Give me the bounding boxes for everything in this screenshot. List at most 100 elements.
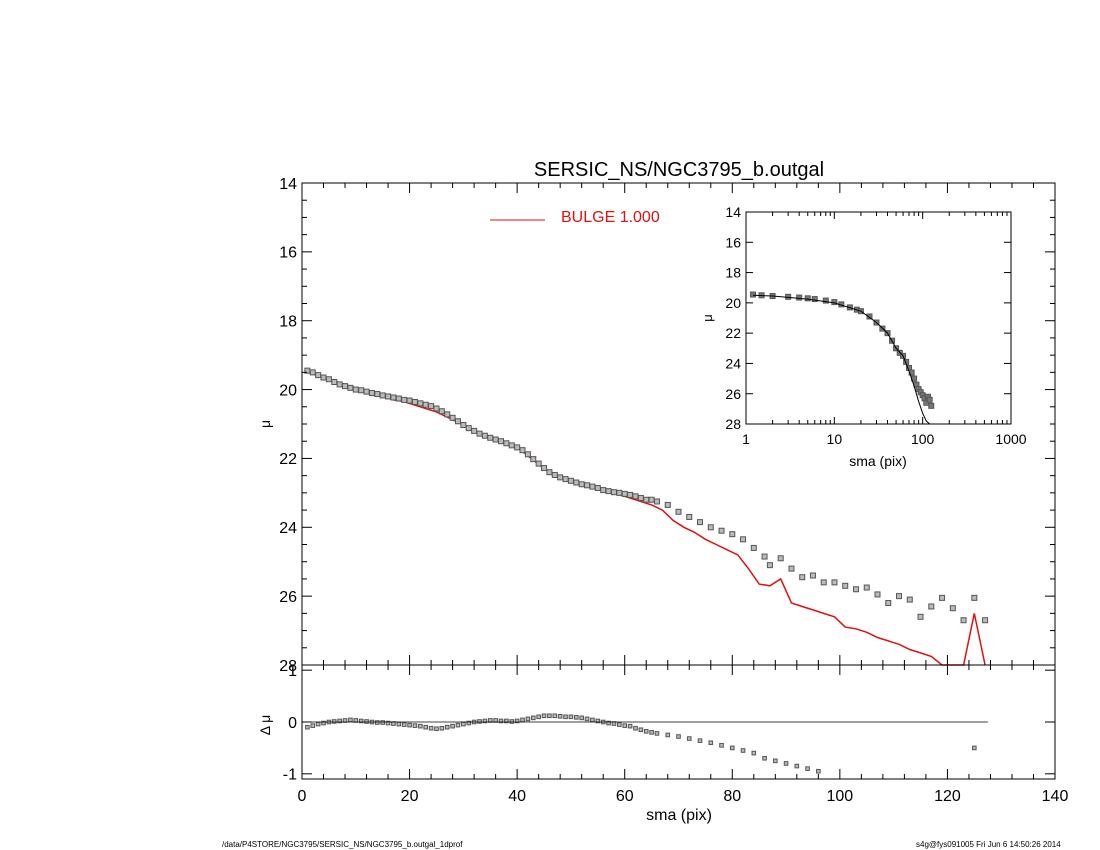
main-data-point [498, 438, 505, 445]
residual-data-point [783, 761, 789, 766]
residual-plot-ticks: 0 20 40 60 80 100 120 140-101 [283, 663, 1069, 805]
residual-data-point [509, 719, 515, 724]
main-data-point [487, 434, 494, 441]
residual-x-tick-label: 0 [298, 788, 307, 805]
inset-y-axis-label: μ [700, 314, 715, 322]
footer-timestamp: s4g@fys091005 Fri Jun 6 14:50:26 2014 [916, 840, 1061, 849]
residual-data-point [805, 766, 810, 771]
main-data-point [971, 594, 978, 601]
residual-data-point [482, 718, 488, 724]
residual-y-axis-label: Δ μ [257, 715, 273, 736]
main-data-point [535, 460, 542, 467]
main-data-point [508, 442, 515, 449]
residual-data-point [697, 738, 703, 743]
residual-data-point [498, 718, 504, 724]
main-data-point [621, 490, 628, 497]
residual-data-point [638, 727, 644, 733]
residual-data-point [530, 715, 536, 721]
main-y-tick-label: 14 [279, 176, 297, 193]
main-data-point [578, 481, 585, 488]
main-data-point [852, 586, 859, 593]
main-data-point [546, 469, 553, 476]
main-data-point [718, 527, 725, 534]
main-data-point [939, 594, 946, 601]
residual-data-point [310, 723, 316, 728]
inset-x-tick-label: 1 [742, 431, 750, 447]
residual-data-point [816, 768, 821, 774]
residual-data-point [740, 748, 746, 753]
residual-plot-data [305, 713, 988, 774]
inset-y-tick-label: 20 [725, 295, 741, 311]
main-data-point [799, 574, 806, 581]
main-data-point [627, 491, 634, 498]
main-data-point [438, 408, 445, 415]
inset-data-point [866, 313, 873, 320]
residual-y-tick-label: 0 [288, 715, 297, 732]
main-data-point [863, 584, 870, 591]
main-data-point [589, 483, 596, 490]
main-data-point [594, 485, 601, 492]
main-data-point [374, 391, 381, 398]
inset-series-line [752, 294, 931, 425]
main-plot: 14 16 18 20 22 24 26 28 μ BULGE 1.000 [257, 176, 1056, 675]
residual-data-point [633, 725, 638, 731]
main-data-point [347, 384, 354, 391]
residual-x-tick-label: 60 [616, 788, 634, 805]
residual-data-point [477, 719, 482, 724]
residual-x-tick-label: 40 [508, 788, 526, 805]
main-data-point [896, 593, 903, 600]
residual-data-point [315, 721, 321, 727]
residual-data-point [557, 714, 563, 719]
main-data-point [331, 378, 338, 385]
residual-data-point [428, 725, 434, 731]
main-data-point [471, 427, 478, 434]
residual-data-point [466, 720, 472, 726]
residual-data-point [434, 726, 439, 732]
main-data-point [433, 405, 440, 412]
main-data-point [653, 498, 660, 505]
inset-data-point [749, 291, 756, 298]
main-data-point [503, 440, 510, 447]
inset-x-tick-label: 1000 [995, 431, 1026, 447]
main-y-tick-label: 22 [279, 451, 297, 468]
residual-data-point [358, 718, 364, 724]
residual-data-point [401, 722, 407, 727]
main-y-tick-label: 28 [279, 658, 297, 675]
residual-data-point [444, 724, 450, 730]
residual-data-point [676, 734, 681, 739]
residual-data-point [504, 718, 509, 724]
residual-data-point [584, 716, 590, 722]
main-plot-ticks: 14 16 18 20 22 24 26 28 [279, 176, 1056, 675]
residual-x-tick-label: 140 [1042, 788, 1069, 805]
residual-data-point [708, 740, 714, 746]
residual-data-point [574, 715, 579, 720]
residual-x-tick-label: 100 [827, 788, 854, 805]
main-data-point [605, 488, 612, 495]
residual-data-point [547, 713, 552, 719]
residual-x-tick-label: 80 [723, 788, 741, 805]
residual-data-point [972, 745, 977, 751]
main-data-point [352, 386, 359, 393]
main-data-point [664, 501, 671, 508]
residual-data-point [375, 720, 380, 725]
main-data-point [761, 553, 768, 560]
residual-data-point [649, 730, 654, 735]
residual-data-point [423, 724, 429, 730]
inset-y-tick-label: 26 [725, 386, 741, 402]
main-data-point [530, 456, 537, 463]
main-y-tick-label: 16 [279, 245, 297, 262]
main-data-point [557, 474, 564, 481]
main-y-tick-label: 24 [279, 520, 297, 537]
residual-data-point [729, 745, 735, 751]
inset-plot-ticks: 1 10 100 1000 14 16 18 20 22 24 26 28 [725, 204, 1026, 447]
main-data-point [600, 487, 607, 494]
residual-data-point [348, 717, 353, 723]
main-plot-data [304, 367, 989, 666]
inset-y-tick-label: 22 [725, 325, 741, 341]
residual-data-point [794, 763, 800, 769]
residual-data-point [305, 724, 310, 730]
residual-data-point [617, 722, 622, 727]
main-data-point [562, 476, 569, 483]
inset-y-tick-label: 16 [725, 234, 741, 250]
main-data-point [648, 496, 655, 503]
